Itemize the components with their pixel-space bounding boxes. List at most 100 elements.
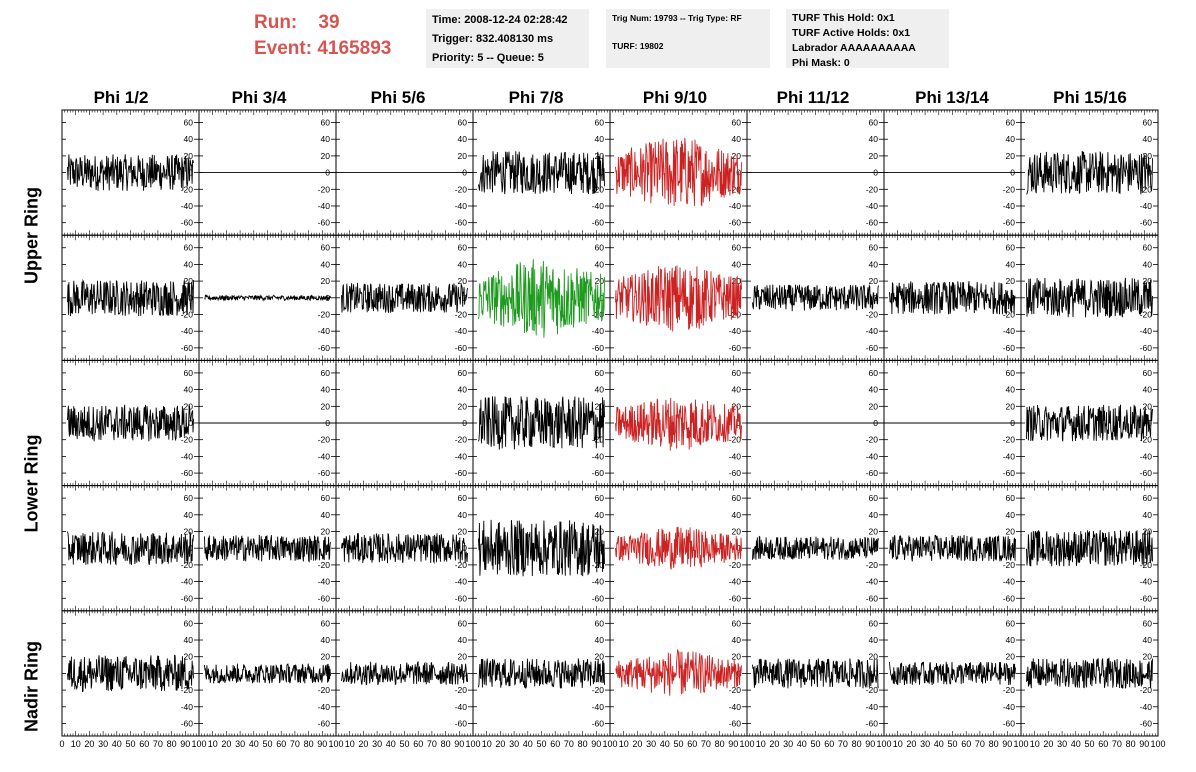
y-tick-label: 20 — [1143, 401, 1153, 411]
y-tick-label: -40 — [592, 201, 605, 211]
phi-header-2: Phi 3/4 — [231, 88, 287, 107]
y-tick-label: 40 — [732, 385, 742, 395]
y-tick-label: 40 — [184, 385, 194, 395]
y-tick-label: 20 — [595, 652, 605, 662]
y-tick-label: -40 — [866, 326, 879, 336]
y-tick-label: 40 — [184, 259, 194, 269]
y-tick-label: 20 — [458, 527, 468, 537]
y-tick-label: 40 — [595, 635, 605, 645]
y-tick-label: 40 — [1006, 510, 1016, 520]
y-tick-label: 60 — [321, 118, 331, 128]
waveform-series — [615, 648, 742, 696]
y-tick-label: -60 — [455, 468, 468, 478]
y-tick-label: -60 — [729, 218, 742, 228]
y-tick-label: -40 — [455, 451, 468, 461]
y-tick-label: 40 — [184, 134, 194, 144]
run-value: 39 — [318, 12, 340, 33]
y-tick-label: 60 — [458, 118, 468, 128]
time-text: Time: 2008-12-24 02:28:42 — [432, 14, 568, 26]
y-tick-label: -40 — [729, 201, 742, 211]
y-tick-label: 0 — [736, 418, 741, 428]
y-tick-label: 60 — [595, 118, 605, 128]
run-event-block: Run: 39 Event: 4165893 — [254, 10, 391, 62]
y-tick-label: 40 — [1143, 635, 1153, 645]
y-tick-label: 40 — [458, 510, 468, 520]
y-tick-label: -40 — [455, 702, 468, 712]
y-tick-label: 20 — [321, 527, 331, 537]
y-tick-label: 40 — [595, 510, 605, 520]
y-tick-label: -40 — [318, 451, 331, 461]
phi-header-5: Phi 9/10 — [642, 88, 708, 107]
y-tick-label: 20 — [1143, 151, 1153, 161]
y-tick-label: -60 — [455, 218, 468, 228]
y-tick-label: 20 — [458, 401, 468, 411]
y-tick-label: -60 — [592, 593, 605, 603]
y-tick-label: 60 — [1006, 493, 1016, 503]
trigger-info-box: Trig Num: 19793 -- Trig Type: RF TURF: 1… — [606, 9, 770, 68]
y-tick-label: -40 — [592, 451, 605, 461]
y-tick-label: 60 — [321, 618, 331, 628]
y-tick-label: 40 — [869, 259, 879, 269]
waveform-series — [478, 396, 605, 450]
y-tick-label: -40 — [1003, 201, 1016, 211]
y-tick-label: -40 — [866, 702, 879, 712]
y-tick-label: -20 — [455, 560, 468, 570]
y-tick-label: 0 — [736, 543, 741, 553]
y-tick-label: 20 — [458, 652, 468, 662]
y-tick-label: -20 — [592, 685, 605, 695]
y-tick-label: -20 — [866, 435, 879, 445]
y-tick-label: -20 — [318, 685, 331, 695]
y-tick-label: 60 — [1006, 243, 1016, 253]
y-tick-label: -60 — [866, 718, 879, 728]
y-tick-label: -40 — [729, 451, 742, 461]
waveform-series — [752, 535, 879, 561]
y-tick-label: 20 — [869, 276, 879, 286]
y-tick-label: 20 — [458, 151, 468, 161]
y-tick-label: 40 — [595, 259, 605, 269]
y-tick-label: 20 — [732, 401, 742, 411]
y-tick-label: -20 — [729, 685, 742, 695]
waveform-series — [752, 658, 879, 689]
y-tick-label: -20 — [181, 435, 194, 445]
y-tick-label: 60 — [458, 243, 468, 253]
y-tick-label: 40 — [1006, 635, 1016, 645]
y-tick-label: -60 — [455, 593, 468, 603]
y-tick-label: -40 — [455, 577, 468, 587]
waveform-series — [615, 526, 742, 570]
y-tick-label: 20 — [1143, 652, 1153, 662]
y-tick-label: 60 — [321, 243, 331, 253]
y-tick-label: 0 — [188, 293, 193, 303]
y-tick-label: -60 — [1003, 718, 1016, 728]
y-tick-label: -60 — [1140, 718, 1153, 728]
y-tick-label: 40 — [458, 385, 468, 395]
y-tick-label: 60 — [869, 618, 879, 628]
y-tick-label: 40 — [1006, 134, 1016, 144]
trig-num-text: Trig Num: 19793 -- Trig Type: RF — [612, 13, 742, 23]
waveform-series — [1026, 277, 1153, 318]
waveform-series — [341, 660, 468, 686]
phi-header-3: Phi 5/6 — [370, 88, 426, 107]
y-tick-label: -20 — [1140, 435, 1153, 445]
waveform-series — [67, 404, 194, 442]
y-tick-label: 20 — [869, 527, 879, 537]
y-tick-label: 0 — [599, 168, 604, 178]
y-tick-label: 20 — [869, 151, 879, 161]
y-tick-label: 40 — [184, 635, 194, 645]
y-tick-label: 60 — [184, 368, 194, 378]
y-tick-label: -20 — [729, 435, 742, 445]
